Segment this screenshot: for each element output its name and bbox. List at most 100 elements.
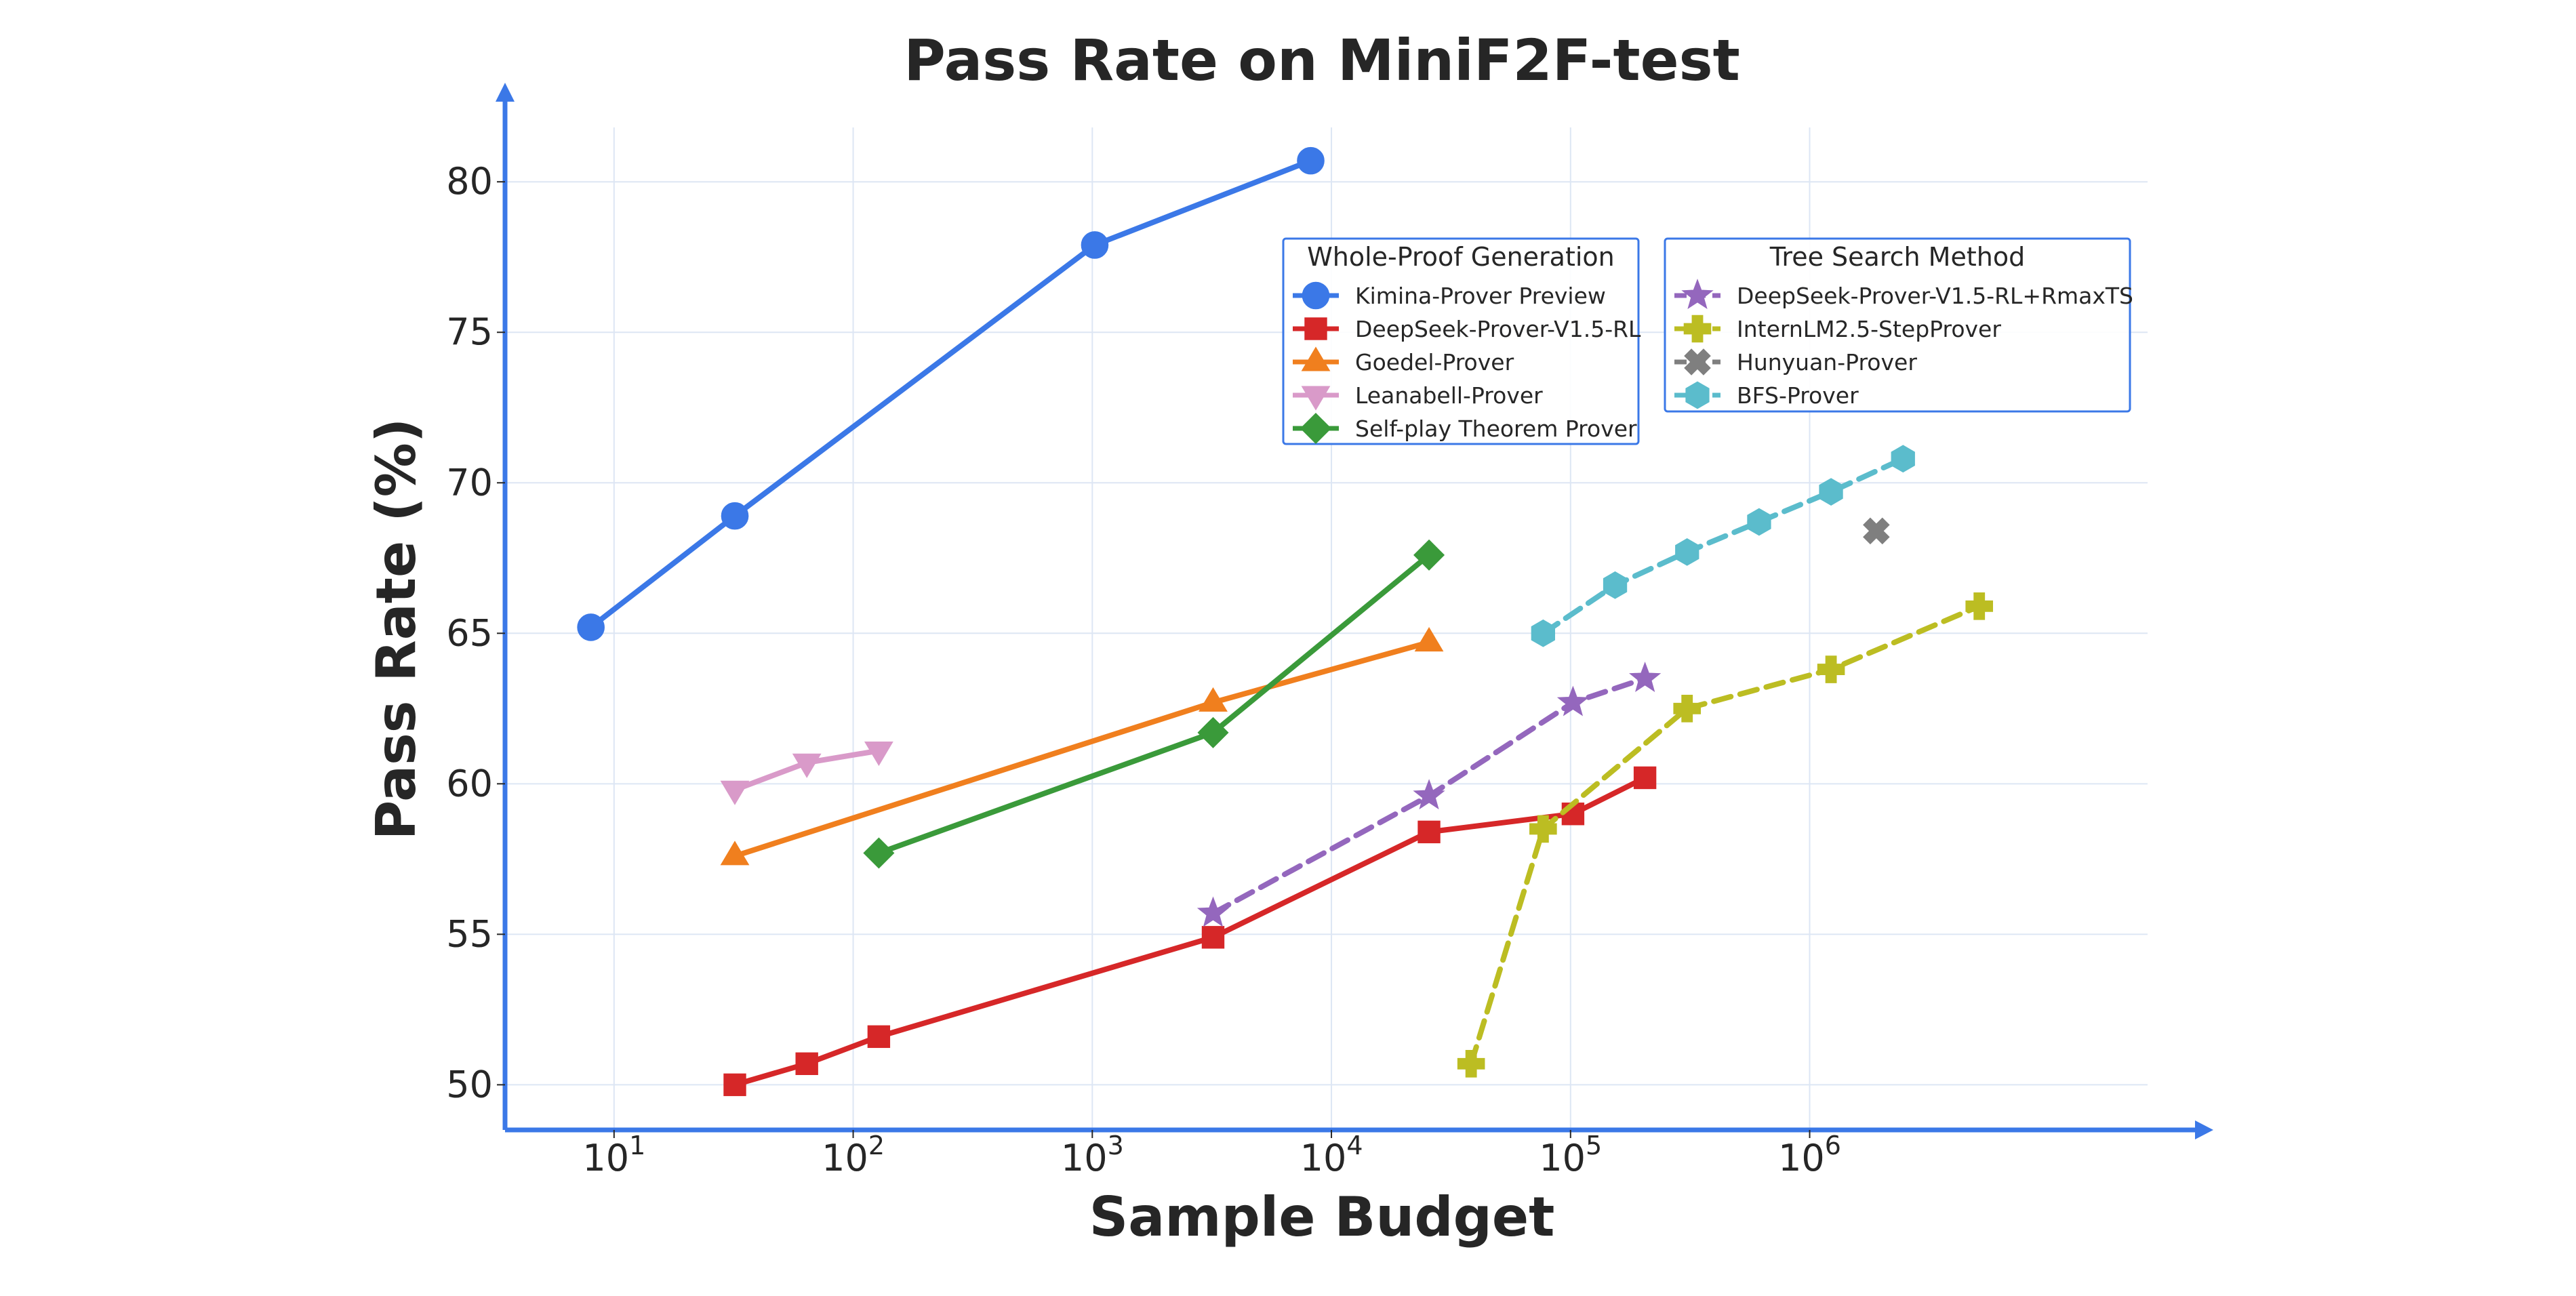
- legend-marker: [1301, 346, 1331, 371]
- y-axis-label: Pass Rate (%): [365, 418, 428, 841]
- x-tick-label: 105: [1539, 1131, 1602, 1179]
- x-tick-label: 102: [822, 1131, 885, 1179]
- data-point: [1629, 662, 1662, 692]
- data-point: [1196, 896, 1230, 927]
- series-hunyuan-prover: [1863, 517, 1890, 545]
- legend-marker: [1302, 281, 1330, 310]
- legend-label: BFS-Prover: [1737, 382, 1859, 409]
- data-point: [1201, 926, 1225, 949]
- y-tick-label: 75: [446, 310, 493, 353]
- data-point: [1891, 445, 1915, 473]
- data-point: [1081, 231, 1109, 259]
- x-axis-arrow: [2195, 1120, 2213, 1139]
- data-point: [1633, 766, 1657, 790]
- legend-label: Hunyuan-Prover: [1737, 349, 1917, 376]
- legend-marker: [1304, 317, 1327, 340]
- data-point: [1556, 685, 1590, 716]
- grid: [505, 127, 2148, 1130]
- series-layer: [577, 146, 1994, 1097]
- legend-label: Self-play Theorem Prover: [1355, 416, 1637, 442]
- data-point: [1863, 517, 1890, 545]
- y-tick-label: 70: [446, 461, 493, 504]
- legend-marker: [1685, 381, 1710, 409]
- data-point: [1414, 627, 1444, 652]
- legend-label: DeepSeek-Prover-V1.5-RL+RmaxTS: [1737, 283, 2133, 309]
- data-point: [1413, 779, 1445, 810]
- data-point: [795, 1052, 818, 1076]
- x-tick-label: 104: [1300, 1131, 1363, 1179]
- chart-title: Pass Rate on MiniF2F-test: [904, 27, 1739, 94]
- ticks: 50 55 60 65 70 75 80 101 102 103 104 105 106: [446, 160, 1841, 1179]
- x-axis-label: Sample Budget: [1089, 1186, 1555, 1249]
- series-deepseek-prover-v1-5-rl-rmaxts: [1196, 662, 1662, 927]
- series-deepseek-prover-v1-5-rl: [723, 766, 1657, 1097]
- legend-entries: DeepSeek-Prover-V1.5-RL+RmaxTS InternLM2.…: [1674, 279, 2133, 409]
- legend-title: Tree Search Method: [1769, 242, 2025, 272]
- legend-label: InternLM2.5-StepProver: [1737, 316, 2001, 342]
- legend-marker: [1684, 348, 1711, 376]
- data-point: [1529, 815, 1557, 843]
- y-tick-label: 55: [446, 912, 493, 955]
- data-point: [864, 742, 893, 767]
- data-point: [1965, 592, 1994, 620]
- legend-marker: [1681, 279, 1714, 310]
- legend-entry: Leanabell-Prover: [1293, 382, 1543, 411]
- data-point: [867, 1025, 891, 1049]
- legend-entry: Goedel-Prover: [1293, 346, 1514, 376]
- data-point: [720, 780, 750, 805]
- axes: [496, 83, 2213, 1139]
- legend-title: Whole-Proof Generation: [1307, 242, 1615, 272]
- series-leanabell-prover: [720, 742, 893, 805]
- legend-label: Kimina-Prover Preview: [1355, 283, 1606, 309]
- y-tick-label: 60: [446, 762, 493, 805]
- y-axis-arrow: [496, 83, 515, 102]
- data-point: [1413, 539, 1445, 571]
- legend-entry: DeepSeek-Prover-V1.5-RL: [1293, 316, 1641, 342]
- series-line: [1540, 455, 1906, 636]
- series-goedel-prover: [720, 627, 1444, 866]
- legend-label: Goedel-Prover: [1355, 349, 1514, 376]
- legend-entry: BFS-Prover: [1674, 381, 1859, 409]
- legend-label: DeepSeek-Prover-V1.5-RL: [1355, 316, 1641, 342]
- data-point: [721, 502, 749, 530]
- data-point: [1531, 619, 1555, 647]
- legend-entry: Kimina-Prover Preview: [1293, 281, 1606, 310]
- y-tick-label: 80: [446, 160, 493, 203]
- data-point: [720, 841, 750, 866]
- marker-x-shape: [1863, 517, 1890, 545]
- legend-box: [1282, 237, 1640, 445]
- data-point: [863, 837, 895, 869]
- data-point: [1675, 538, 1699, 566]
- legend-marker: [1300, 412, 1332, 445]
- data-point: [1197, 716, 1229, 748]
- x-tick-label: 103: [1061, 1131, 1124, 1179]
- marker-x-shape: [1684, 348, 1711, 376]
- legend-whole-proof: Whole-Proof Generation Kimina-Prover Pre…: [1282, 237, 1641, 445]
- x-tick-label: 106: [1778, 1131, 1841, 1179]
- legend-tree-search: Tree Search Method DeepSeek-Prover-V1.5-…: [1664, 237, 2133, 413]
- legend-marker: [1683, 315, 1712, 343]
- data-point: [792, 753, 822, 778]
- y-tick-label: 50: [446, 1063, 493, 1106]
- data-point: [577, 613, 605, 641]
- data-point: [1819, 478, 1843, 506]
- series-kimina-prover-preview: [577, 146, 1325, 641]
- series-internlm2-5-stepprover: [1457, 592, 1994, 1078]
- series-line: [588, 158, 1314, 630]
- data-point: [1747, 508, 1771, 536]
- data-point: [1297, 146, 1325, 175]
- legend-entry: Hunyuan-Prover: [1674, 348, 1917, 376]
- legend-marker: [1301, 386, 1331, 411]
- data-point: [1817, 655, 1845, 683]
- data-point: [1457, 1050, 1485, 1078]
- series-bfs-prover: [1531, 445, 1915, 647]
- legend-box: [1664, 237, 2131, 413]
- data-point: [1603, 571, 1628, 599]
- series-line: [1210, 675, 1648, 916]
- x-tick-label: 101: [582, 1131, 645, 1179]
- legend-label: Leanabell-Prover: [1355, 382, 1543, 409]
- legend-entry: Self-play Theorem Prover: [1293, 412, 1637, 445]
